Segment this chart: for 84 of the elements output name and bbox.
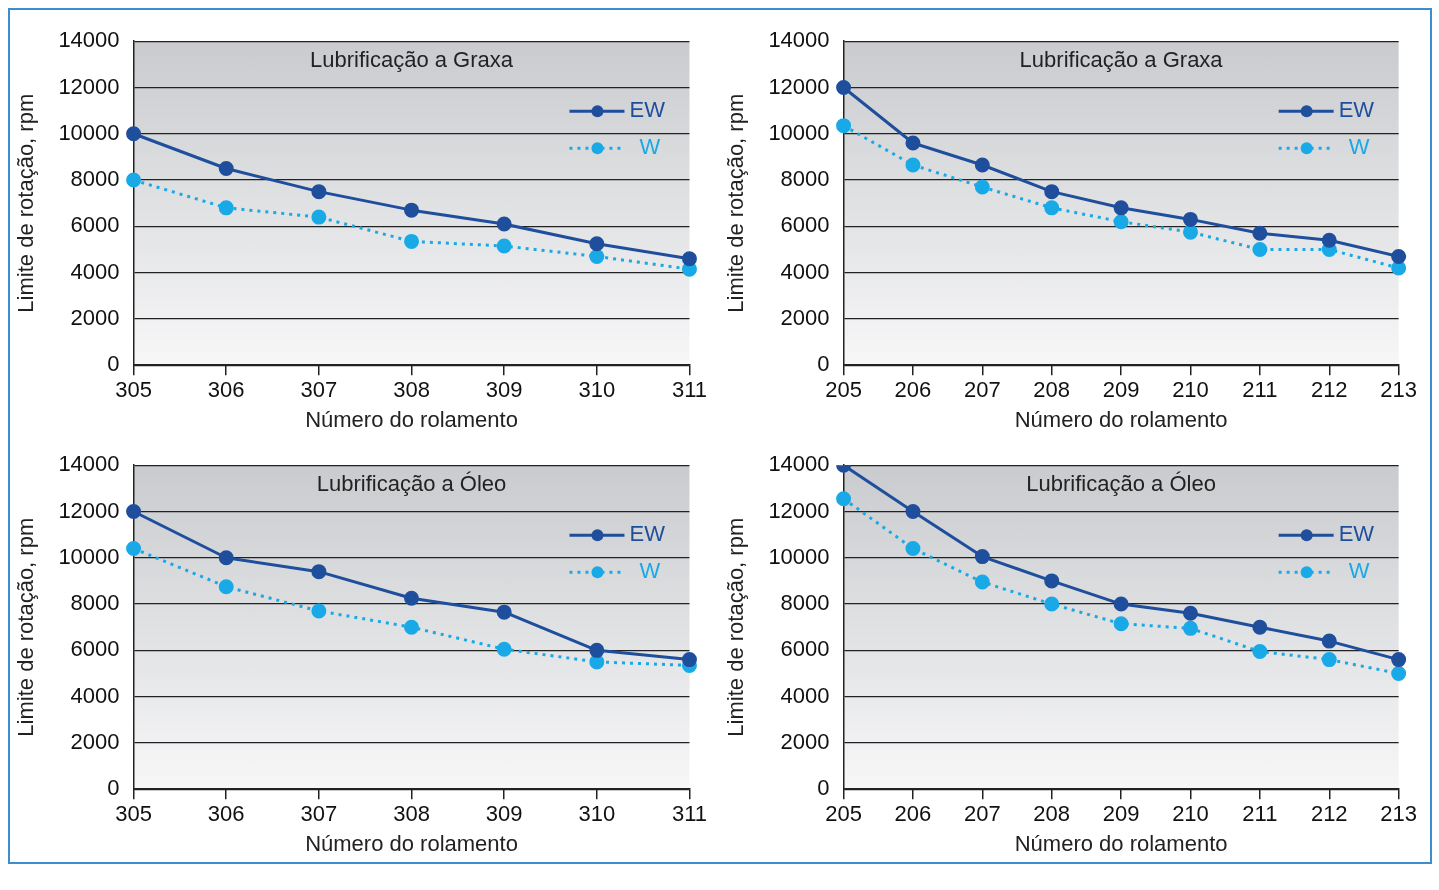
y-axis-title: Limite de rotação, rpm — [723, 93, 749, 313]
y-tick-label: 14000 — [768, 451, 830, 477]
x-tick-label: 210 — [1172, 377, 1209, 403]
y-tick-label: 4000 — [70, 682, 120, 708]
x-tick-label: 306 — [207, 801, 245, 827]
legend-label: EW — [629, 521, 666, 547]
y-tick-label: 12000 — [768, 73, 830, 99]
x-tick-label: 212 — [1310, 801, 1348, 827]
y-tick-label: 8000 — [780, 166, 830, 192]
x-tick-label: 210 — [1172, 801, 1209, 827]
y-tick-label: 10000 — [768, 543, 830, 569]
y-tick-label: 0 — [817, 351, 830, 377]
x-tick-label: 209 — [1102, 377, 1140, 403]
y-tick-label: 2000 — [70, 304, 120, 330]
y-tick-label: 8000 — [780, 590, 830, 616]
y-tick-label: 4000 — [780, 258, 830, 284]
x-tick-label: 213 — [1380, 377, 1418, 403]
y-axis-title: Limite de rotação, rpm — [723, 517, 749, 737]
y-tick-label: 12000 — [58, 73, 120, 99]
y-tick-label: 0 — [107, 351, 120, 377]
x-tick-label: 308 — [393, 377, 430, 403]
x-tick-label: 310 — [578, 801, 616, 827]
y-tick-label: 12000 — [58, 497, 120, 523]
x-tick-label: 205 — [825, 801, 862, 827]
x-tick-label: 209 — [1102, 801, 1140, 827]
y-tick-label: 14000 — [768, 27, 830, 53]
x-tick-label: 206 — [894, 377, 932, 403]
x-tick-label: 206 — [894, 801, 932, 827]
legend-label: W — [1348, 558, 1370, 584]
x-tick-label: 307 — [300, 377, 338, 403]
y-tick-label: 8000 — [70, 166, 120, 192]
y-tick-label: 6000 — [70, 636, 120, 662]
x-tick-label: 311 — [671, 377, 707, 403]
x-tick-label: 309 — [485, 801, 523, 827]
y-tick-label: 4000 — [70, 258, 120, 284]
x-tick-label: 208 — [1033, 377, 1071, 403]
y-tick-label: 6000 — [780, 212, 830, 238]
y-tick-label: 2000 — [780, 304, 830, 330]
x-tick-label: 207 — [963, 377, 1001, 403]
legend-label: EW — [629, 97, 666, 123]
y-tick-label: 6000 — [780, 636, 830, 662]
chart-title: Lubrificação a Graxa — [1019, 47, 1224, 73]
x-axis-title: Número do rolamento — [1014, 406, 1228, 432]
legend-label: W — [639, 558, 661, 584]
x-tick-label: 309 — [485, 377, 523, 403]
chart-title: Lubrificação a Óleo — [1026, 471, 1216, 497]
y-tick-label: 12000 — [768, 497, 830, 523]
x-tick-label: 310 — [578, 377, 616, 403]
y-tick-label: 14000 — [58, 451, 120, 477]
x-tick-label: 212 — [1310, 377, 1348, 403]
x-tick-label: 208 — [1033, 801, 1071, 827]
x-tick-label: 211 — [1242, 801, 1278, 827]
legend-label: EW — [1338, 521, 1375, 547]
chart-title: Lubrificação a Graxa — [310, 47, 514, 73]
chart-title: Lubrificação a Óleo — [316, 471, 507, 497]
legend-label: W — [639, 134, 661, 160]
y-tick-label: 8000 — [70, 590, 120, 616]
x-tick-label: 213 — [1380, 801, 1418, 827]
y-tick-label: 4000 — [780, 682, 830, 708]
x-tick-label: 311 — [671, 801, 707, 827]
x-tick-label: 305 — [115, 377, 152, 403]
x-tick-label: 211 — [1242, 377, 1278, 403]
y-axis-title: Limite de rotação, rpm — [13, 93, 39, 313]
y-axis-title: Limite de rotação, rpm — [13, 517, 39, 737]
y-tick-label: 2000 — [780, 728, 830, 754]
x-tick-label: 307 — [300, 801, 338, 827]
legend-label: EW — [1338, 97, 1375, 123]
y-tick-label: 0 — [107, 775, 120, 801]
y-tick-label: 14000 — [58, 27, 120, 53]
y-tick-label: 6000 — [70, 212, 120, 238]
x-tick-label: 305 — [115, 801, 152, 827]
x-axis-title: Número do rolamento — [305, 830, 518, 856]
y-tick-label: 2000 — [70, 728, 120, 754]
y-tick-label: 0 — [817, 775, 830, 801]
legend-label: W — [1348, 134, 1370, 160]
y-tick-label: 10000 — [58, 119, 120, 145]
y-tick-label: 10000 — [768, 119, 830, 145]
x-axis-title: Número do rolamento — [305, 406, 518, 432]
x-tick-label: 205 — [825, 377, 862, 403]
x-tick-label: 306 — [207, 377, 245, 403]
x-tick-label: 308 — [393, 801, 430, 827]
y-tick-label: 10000 — [58, 543, 120, 569]
x-tick-label: 207 — [963, 801, 1001, 827]
x-axis-title: Número do rolamento — [1014, 830, 1228, 856]
